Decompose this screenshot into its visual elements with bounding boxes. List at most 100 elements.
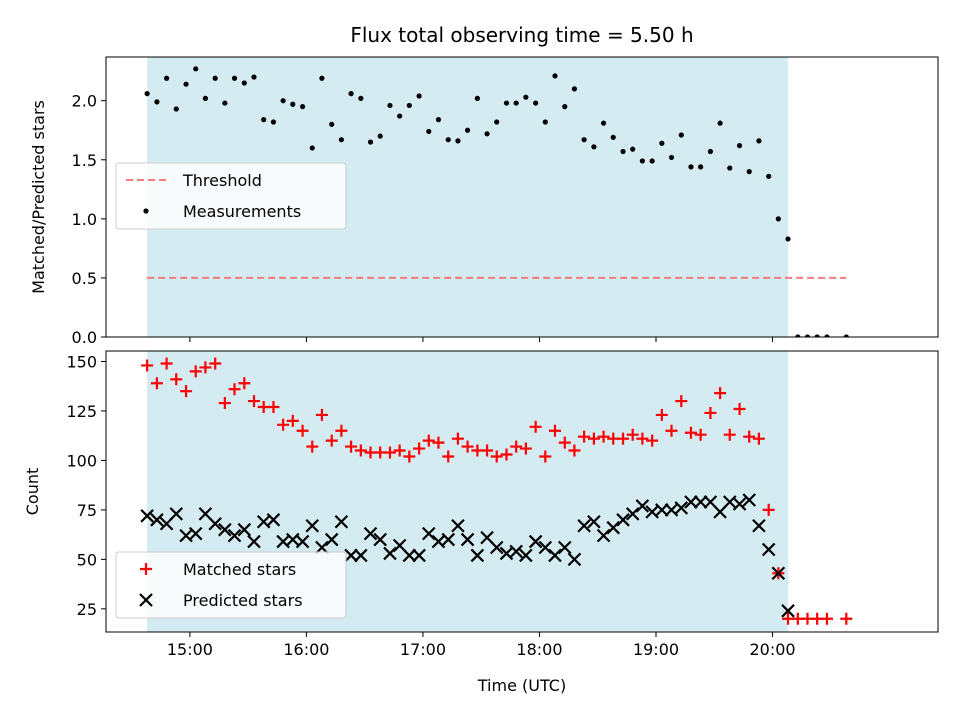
- data-point: [626, 428, 639, 441]
- data-point: [150, 513, 164, 527]
- data-point: [451, 518, 465, 533]
- data-point: [503, 100, 510, 106]
- data-point: [523, 94, 529, 100]
- data-point: [290, 101, 296, 107]
- x-tick-label: 20:00: [749, 640, 795, 659]
- data-point: [717, 120, 723, 126]
- data-point: [474, 95, 480, 101]
- data-point: [277, 418, 290, 431]
- data-point: [348, 91, 354, 97]
- data-point: [325, 434, 338, 447]
- count-panel: 15:00 16:00 17:00 18:00 19:00 20:00 25 50 75 100 1…: [23, 350, 939, 659]
- data-point: [824, 334, 830, 337]
- data-point: [578, 430, 591, 443]
- data-point: [464, 127, 471, 133]
- data-point: [481, 444, 494, 457]
- data-point: [542, 119, 548, 125]
- data-point: [199, 361, 212, 374]
- data-point: [528, 534, 543, 549]
- data-point: [470, 548, 485, 563]
- y-tick-label: 0.5: [72, 269, 97, 288]
- y-tick-label: 1.0: [72, 210, 97, 229]
- data-point: [568, 444, 581, 457]
- data-point: [533, 100, 539, 106]
- data-point: [344, 548, 358, 563]
- data-point: [649, 158, 655, 164]
- data-point: [422, 526, 436, 541]
- y-tick-label: 50: [77, 550, 97, 569]
- data-point: [694, 428, 707, 441]
- x-tick-label: 18:00: [516, 640, 562, 659]
- data-point: [455, 138, 461, 144]
- data-point: [678, 132, 684, 138]
- y-tick-label: 150: [66, 352, 97, 371]
- data-point: [309, 145, 315, 151]
- data-point: [510, 440, 523, 453]
- data-point: [305, 518, 320, 533]
- data-point: [412, 548, 426, 563]
- data-point: [270, 119, 277, 125]
- data-point: [600, 120, 607, 126]
- data-point: [548, 548, 562, 563]
- legend-label: Predicted stars: [183, 591, 303, 610]
- y-tick-label: 100: [66, 451, 97, 470]
- data-point: [218, 522, 232, 537]
- data-point: [785, 236, 791, 242]
- data-point: [513, 100, 519, 106]
- data-point: [334, 514, 349, 529]
- y-tick-label: 25: [77, 600, 97, 619]
- data-point: [704, 406, 717, 419]
- data-point: [558, 436, 571, 449]
- data-point: [509, 544, 523, 559]
- data-point: [183, 81, 189, 87]
- data-point: [354, 548, 368, 563]
- data-point: [639, 158, 645, 164]
- data-point: [746, 168, 752, 175]
- data-point: [193, 66, 199, 72]
- data-point: [752, 518, 766, 533]
- data-point: [587, 514, 601, 529]
- data-point: [655, 503, 669, 517]
- data-point: [416, 93, 422, 99]
- data-point: [442, 450, 455, 463]
- data-point: [707, 148, 714, 155]
- data-point: [286, 414, 299, 427]
- data-point: [169, 507, 184, 521]
- data-point: [299, 104, 306, 110]
- legend: Matched stars Predicted stars: [115, 551, 347, 619]
- data-point: [141, 359, 154, 372]
- data-point: [587, 432, 600, 445]
- data-point: [625, 507, 640, 521]
- data-point: [150, 377, 163, 390]
- data-point: [743, 430, 756, 443]
- legend-box: [115, 551, 347, 619]
- data-point: [295, 534, 310, 549]
- ratio-panel: 0.0 0.5 1.0 1.5 2.0 Matched/Predicted stars Th…: [29, 56, 939, 347]
- data-point: [616, 513, 630, 527]
- data-point: [238, 377, 251, 390]
- data-point: [552, 73, 558, 79]
- data-point: [766, 173, 772, 179]
- data-point: [795, 334, 801, 337]
- data-point: [646, 434, 659, 447]
- data-point: [227, 528, 242, 543]
- data-point: [571, 86, 578, 92]
- data-point: [723, 428, 736, 441]
- data-point: [354, 444, 367, 457]
- series-matched-stars: [141, 357, 853, 625]
- data-point: [319, 75, 325, 81]
- data-point: [247, 534, 261, 549]
- legend-marker: [140, 563, 152, 575]
- data-point: [247, 395, 260, 408]
- data-point: [490, 450, 503, 463]
- data-point: [228, 383, 241, 396]
- data-point: [267, 401, 280, 414]
- data-point: [189, 365, 202, 378]
- y-tick-label: 125: [66, 402, 97, 421]
- legend-label: Threshold: [182, 171, 262, 190]
- data-point: [306, 440, 319, 453]
- data-point: [814, 334, 820, 337]
- y-axis-label: Matched/Predicted stars: [29, 100, 48, 294]
- data-point: [775, 216, 781, 222]
- data-point: [387, 102, 393, 109]
